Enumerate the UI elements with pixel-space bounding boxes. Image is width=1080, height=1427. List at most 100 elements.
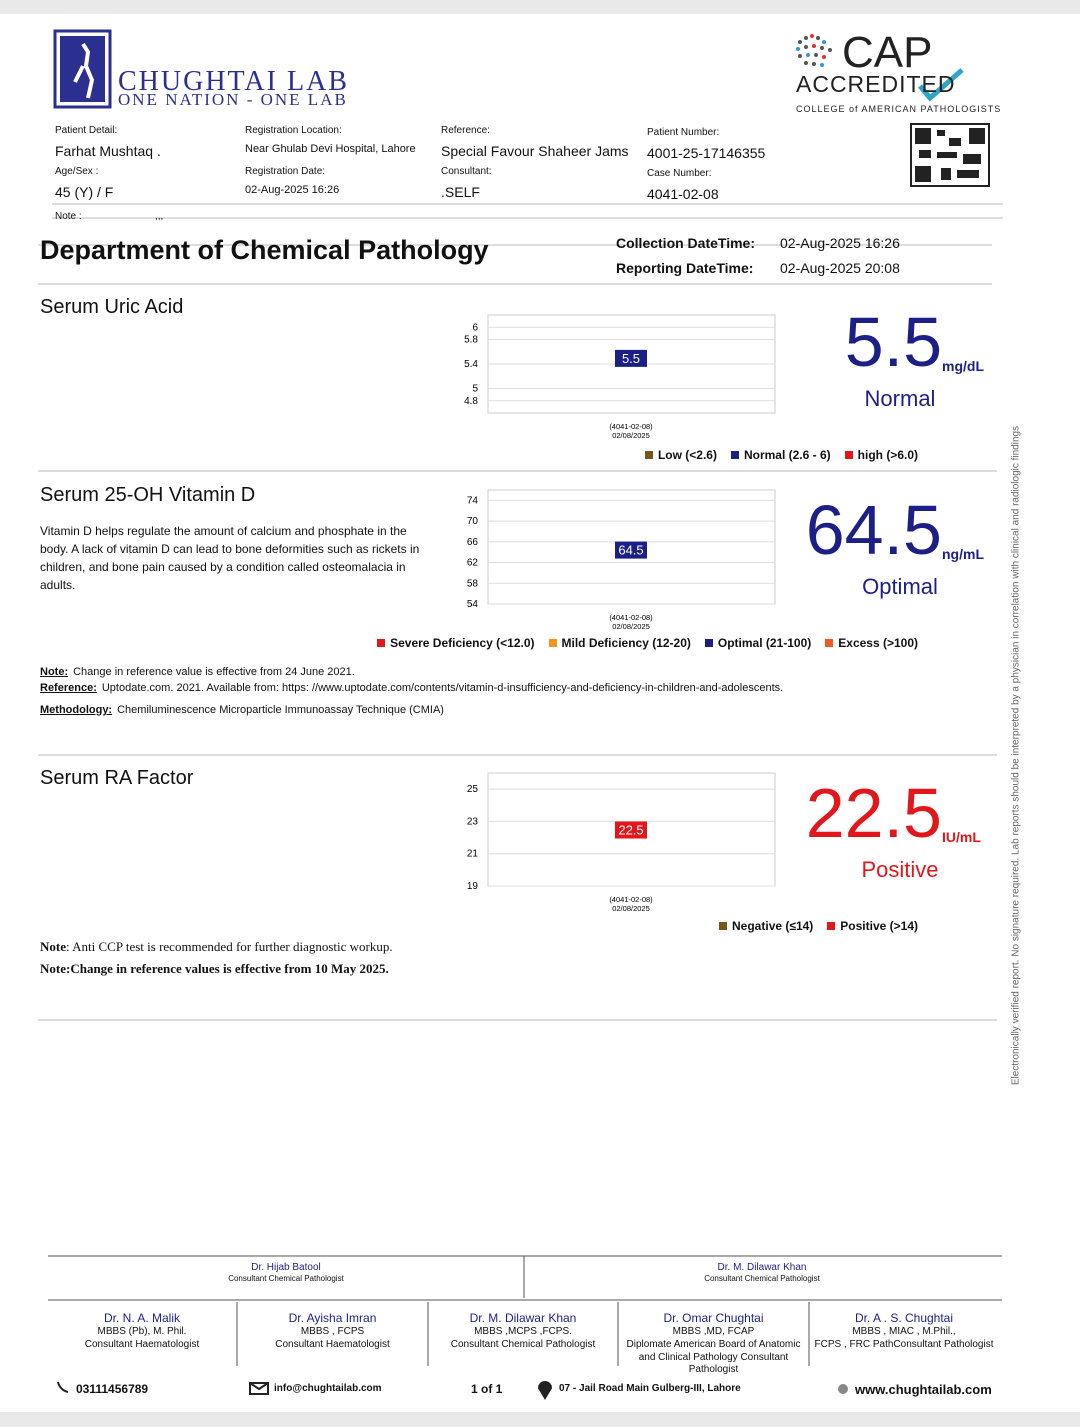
legend-swatch [730, 451, 739, 459]
signatory-title: Diplomate American Board of Anatomic and… [626, 1339, 801, 1375]
note-label: Note : [55, 211, 82, 222]
signatory-qualifications: MBBS (Pb), M. Phil. [97, 1326, 187, 1337]
legend-label: Severe Deficiency (<12.0) [390, 636, 535, 650]
x-category-label: (4041-02-08) [609, 422, 653, 431]
reporting-label: Reporting DateTime: [616, 260, 754, 276]
signatory-qualifications: MBBS ,MD, FCAP [672, 1326, 755, 1337]
note: Note:Change in reference values is effec… [40, 961, 389, 977]
legend-item: Optimal (21-100) [704, 636, 811, 650]
reporting-value: 02-Aug-2025 20:08 [780, 260, 900, 276]
x-category-label: 02/08/2025 [612, 904, 650, 913]
note-text: Chemiluminescence Microparticle Immunoas… [117, 704, 444, 716]
y-tick-label: 54 [467, 599, 479, 610]
x-category-label: 02/08/2025 [612, 622, 650, 631]
qr-code [910, 123, 990, 187]
note-value: ,,, [155, 211, 164, 222]
legend-label: high (>6.0) [857, 448, 918, 462]
y-tick-label: 70 [467, 516, 479, 527]
contact-website: www.chughtailab.com [855, 1382, 992, 1397]
contact-page: 1 of 1 [471, 1382, 503, 1396]
value-label: 64.5 [618, 543, 643, 558]
field-value: 02-Aug-2025 16:26 [245, 184, 340, 196]
x-category-label: (4041-02-08) [609, 895, 653, 904]
legend-item: Severe Deficiency (<12.0) [377, 636, 535, 650]
legend-swatch [548, 639, 557, 647]
y-tick-label: 5.4 [464, 359, 478, 370]
value-marker [615, 821, 647, 839]
y-tick-label: 4.8 [464, 396, 478, 407]
signatory-name: Dr. M. Dilawar Khan [469, 1311, 577, 1325]
y-tick-label: 5.8 [464, 335, 478, 346]
field-label: Patient Number: [647, 127, 720, 138]
note: Methodology: Chemiluminescence Microparti… [40, 704, 444, 716]
signatory-qualifications: MBBS ,MCPS ,FCPS. [474, 1326, 572, 1337]
layout-graphics [38, 29, 1003, 1400]
signatory-title: Consultant Chemical Pathologist [704, 1274, 820, 1283]
department-title: Department of Chemical Pathology [40, 235, 489, 265]
field-label: Case Number: [647, 168, 712, 179]
y-tick-label: 25 [467, 784, 479, 795]
result-value: 5.5 [844, 303, 942, 381]
legend: Low (<2.6) Normal (2.6 - 6) high (>6.0) [644, 448, 918, 462]
field-label: Registration Date: [245, 166, 326, 177]
x-category-label: 02/08/2025 [612, 431, 650, 440]
signatory-name: Dr. Ayisha Imran [288, 1311, 377, 1325]
field-label: Age/Sex : [55, 166, 99, 177]
legend-swatch [719, 922, 728, 930]
field-label: Patient Detail: [55, 125, 118, 136]
note-label: Note [40, 939, 66, 954]
legend-swatch [825, 639, 834, 647]
signatory-title: Consultant Chemical Pathologist [228, 1274, 344, 1283]
note-label: Methodology: [40, 704, 113, 716]
legend-label: Normal (2.6 - 6) [743, 448, 831, 462]
field-value: Near Ghulab Devi Hospital, Lahore [245, 143, 416, 155]
field-label: Reference: [441, 125, 490, 136]
legend-label: Negative (≤14) [732, 919, 814, 933]
test-name: Serum Uric Acid [40, 296, 184, 318]
contact-icons [57, 1381, 848, 1400]
test-name: Serum RA Factor [40, 767, 194, 789]
charts: 65.85.454.8(4041-02-08)02/08/20255.57470… [464, 314, 776, 913]
legend: Severe Deficiency (<12.0) Mild Deficiency… [377, 636, 918, 650]
note-text: : Anti CCP test is recommended for furth… [66, 939, 393, 954]
cap-check [918, 68, 964, 102]
legend-swatch [827, 922, 836, 930]
signatory-qualifications: MBBS , FCPS [300, 1326, 365, 1337]
legend-label: Mild Deficiency (12-20) [561, 636, 691, 650]
logo-figure [73, 42, 95, 99]
legend-label: Positive (>14) [840, 919, 918, 933]
field-value: .SELF [441, 184, 480, 200]
signatory-title: Consultant Haematologist [275, 1339, 390, 1350]
signatory-name: Dr. Hijab Batool [251, 1262, 321, 1273]
cap-accredited: ACCREDITED [796, 71, 956, 97]
cap-dots [796, 34, 832, 67]
legend-label: Low (<2.6) [657, 448, 717, 462]
legend: Negative (≤14) Positive (>14) [719, 919, 918, 933]
legend-swatch [844, 451, 853, 459]
contact-address: 07 - Jail Road Main Gulberg-III, Lahore [559, 1383, 741, 1394]
signatory-name: Dr. M. Dilawar Khan [717, 1262, 807, 1273]
cap-org: COLLEGE of AMERICAN PATHOLOGISTS [796, 104, 1002, 114]
legend-item: high (>6.0) [844, 448, 918, 462]
contact-email: info@chughtailab.com [274, 1383, 382, 1394]
test-description: Vitamin D helps regulate the amount of c… [40, 524, 420, 592]
note-label: Reference: [40, 682, 97, 694]
signatory-name: Dr. Omar Chughtai [663, 1311, 764, 1325]
x-category-label: (4041-02-08) [609, 613, 653, 622]
test-name: Serum 25-OH Vitamin D [40, 484, 256, 506]
field-value: 4001-25-17146355 [647, 145, 766, 161]
legend-swatch [704, 639, 713, 647]
signatory-title: Consultant Haematologist [84, 1339, 200, 1350]
result-unit: ng/mL [942, 546, 984, 562]
signatory-title: FCPS , FRC PathConsultant Pathologist [814, 1339, 994, 1350]
note-label: Note: [40, 961, 71, 976]
y-tick-label: 62 [467, 558, 479, 569]
y-tick-label: 5 [472, 384, 478, 395]
collection-value: 02-Aug-2025 16:26 [780, 235, 900, 251]
result-status: Normal [864, 386, 936, 411]
legend-item: Negative (≤14) [719, 919, 813, 933]
signatory-title: Consultant Chemical Pathologist [450, 1339, 596, 1350]
y-tick-label: 6 [472, 322, 478, 333]
value-label: 22.5 [618, 823, 643, 838]
